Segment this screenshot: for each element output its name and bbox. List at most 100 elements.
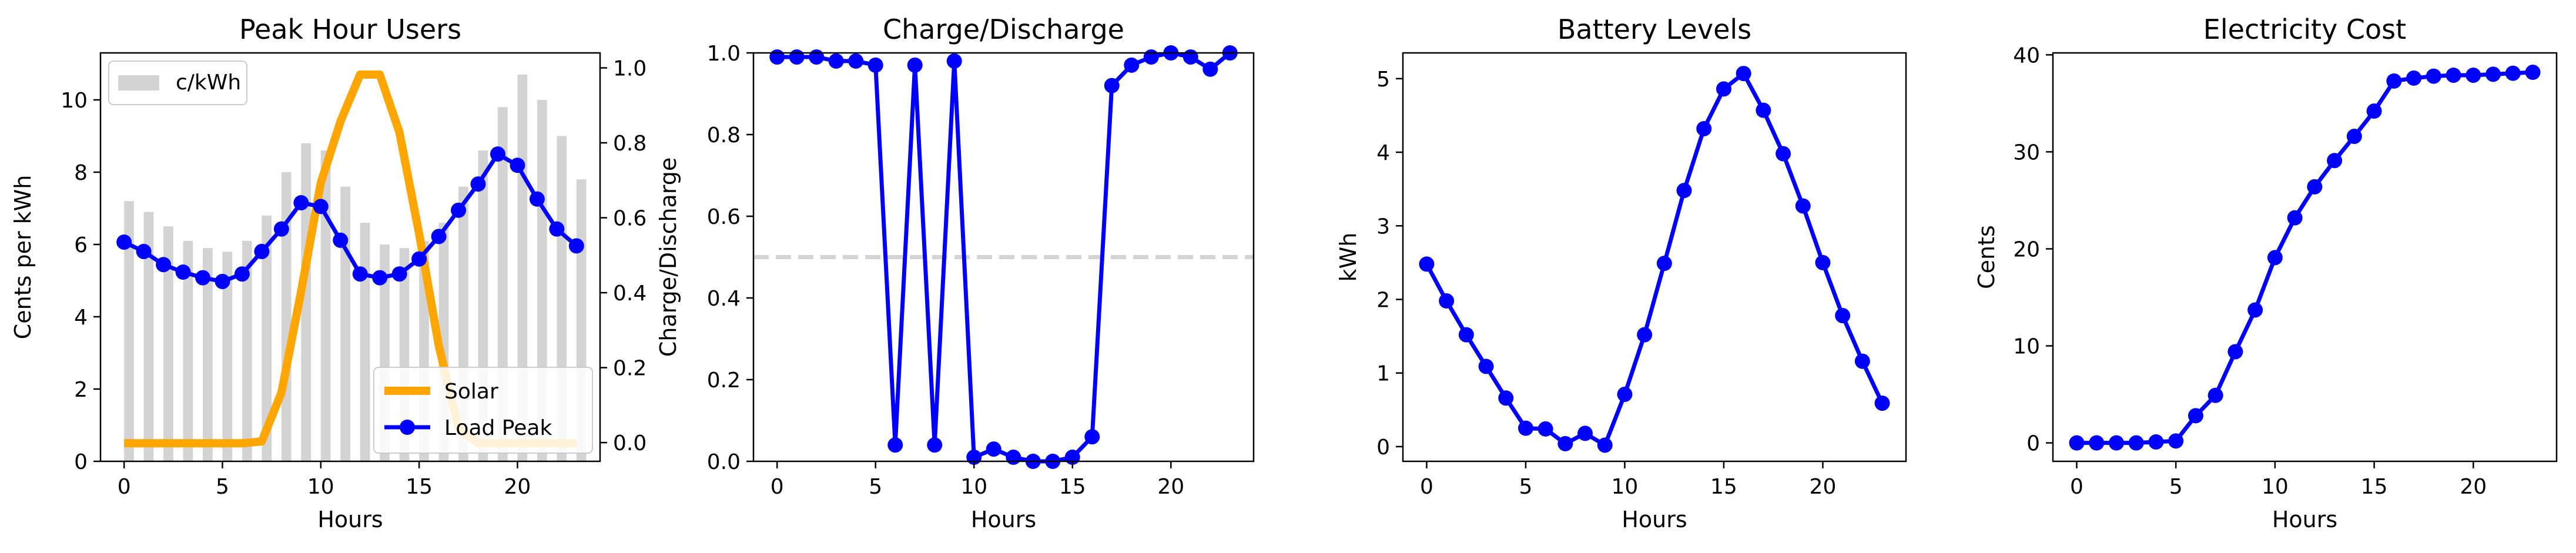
data-point	[1537, 421, 1553, 437]
data-point	[2485, 66, 2501, 82]
x-tick-label: 5	[1519, 475, 1532, 499]
x-tick-label: 10	[960, 475, 987, 499]
data-point	[1617, 387, 1633, 403]
x-tick-label: 5	[2169, 475, 2183, 499]
data-point	[2267, 250, 2283, 266]
data-point	[529, 191, 545, 207]
x-tick-label: 20	[504, 475, 531, 499]
data-point	[2207, 387, 2223, 403]
data-point	[1498, 390, 1514, 406]
y-tick-label: 4	[74, 306, 88, 330]
series-markers	[116, 146, 584, 289]
plot-frame	[1402, 52, 1907, 462]
data-point	[1419, 256, 1435, 272]
plot-frame	[99, 52, 601, 462]
data-point	[2227, 344, 2243, 360]
series-markers	[1419, 66, 1890, 453]
data-point	[1104, 78, 1120, 93]
y-tick-label: 1	[1376, 362, 1390, 386]
y2-tick-label: 1.0	[613, 57, 646, 81]
bar	[360, 223, 370, 461]
y-axis-label: Cents per kWh	[10, 175, 36, 340]
data-point	[2089, 435, 2105, 451]
bar	[242, 240, 252, 461]
x-tick-label: 20	[1157, 475, 1184, 499]
data-point	[273, 221, 289, 237]
x-axis-label: Hours	[1622, 507, 1687, 532]
y-axis-label: kWh	[1335, 233, 1361, 282]
data-point	[1815, 254, 1831, 270]
subplot-1: 0 5 10 15 20 0 2 4 6 8 10 0.0 0.2 0.4 0.6 0.8 1.0 Peak Ho…	[10, 14, 646, 532]
data-point	[372, 270, 388, 286]
data-point	[2148, 434, 2164, 450]
data-point	[2168, 433, 2184, 449]
data-point	[2505, 65, 2521, 81]
data-point	[215, 273, 230, 289]
subplot-3: 0 5 10 15 20 0 1 2 3 4 5 Battery Levels Hours kWh	[1335, 14, 1907, 532]
y2-tick-label: 0.8	[613, 132, 646, 156]
data-point	[927, 437, 943, 453]
data-point	[2287, 210, 2303, 226]
x-tick-label: 5	[216, 475, 229, 499]
y-tick-label: 0	[2026, 432, 2040, 456]
y-tick-label: 0.4	[707, 287, 741, 311]
data-point	[451, 202, 467, 218]
y-tick-label: 2	[74, 378, 88, 402]
data-point	[867, 57, 883, 73]
data-point	[431, 229, 447, 244]
x-tick-label: 15	[1710, 475, 1737, 499]
x-tick-label: 10	[307, 475, 334, 499]
data-point	[1518, 420, 1533, 436]
bar	[262, 215, 272, 461]
y-axis-label: Cents	[1974, 225, 1999, 289]
data-point	[1676, 183, 1692, 199]
legend-upper-left: c/kWh	[108, 61, 247, 105]
data-point	[2366, 103, 2382, 119]
data-point	[1795, 198, 1811, 214]
y-tick-label: 20	[2013, 237, 2040, 262]
data-point	[352, 266, 368, 282]
y-tick-label: 6	[74, 233, 88, 257]
x-axis-label: Hours	[317, 507, 383, 532]
data-point	[809, 49, 825, 65]
data-point	[2386, 73, 2402, 89]
plot-frame	[2052, 52, 2558, 462]
legend-label: Load Peak	[444, 416, 552, 440]
data-point	[1736, 66, 1751, 82]
data-point	[1458, 327, 1474, 343]
data-point	[2446, 67, 2461, 83]
data-point	[1756, 102, 1771, 118]
data-point	[293, 195, 309, 211]
data-point	[1143, 49, 1159, 65]
y2-tick-label: 0.0	[613, 431, 646, 455]
bar	[320, 150, 331, 461]
data-point	[470, 176, 486, 192]
data-point	[2247, 302, 2263, 318]
data-point	[391, 266, 407, 282]
legend-box	[108, 61, 247, 105]
data-point	[313, 199, 329, 215]
data-point	[156, 257, 172, 273]
data-point	[2307, 179, 2323, 195]
data-point	[175, 264, 191, 280]
y-tick-label: 8	[74, 161, 88, 185]
data-point	[1597, 437, 1613, 453]
data-point	[333, 232, 349, 248]
chart-title: Electricity Cost	[2203, 14, 2406, 45]
data-point	[769, 49, 785, 65]
data-point	[254, 243, 270, 259]
y-tick-label: 30	[2013, 140, 2040, 165]
data-point	[1874, 396, 1890, 411]
y2-tick-label: 0.4	[613, 281, 646, 306]
x-tick-label: 10	[2262, 475, 2289, 499]
data-point	[1776, 146, 1791, 162]
data-point	[1696, 120, 1712, 136]
legend-label: Solar	[444, 380, 498, 404]
chart-title: Charge/Discharge	[883, 14, 1124, 45]
y-tick-label: 0.6	[707, 205, 741, 229]
bar	[340, 186, 350, 461]
bar	[163, 226, 173, 461]
data-point	[2188, 408, 2203, 424]
data-point	[116, 234, 132, 250]
data-point	[1656, 256, 1672, 272]
